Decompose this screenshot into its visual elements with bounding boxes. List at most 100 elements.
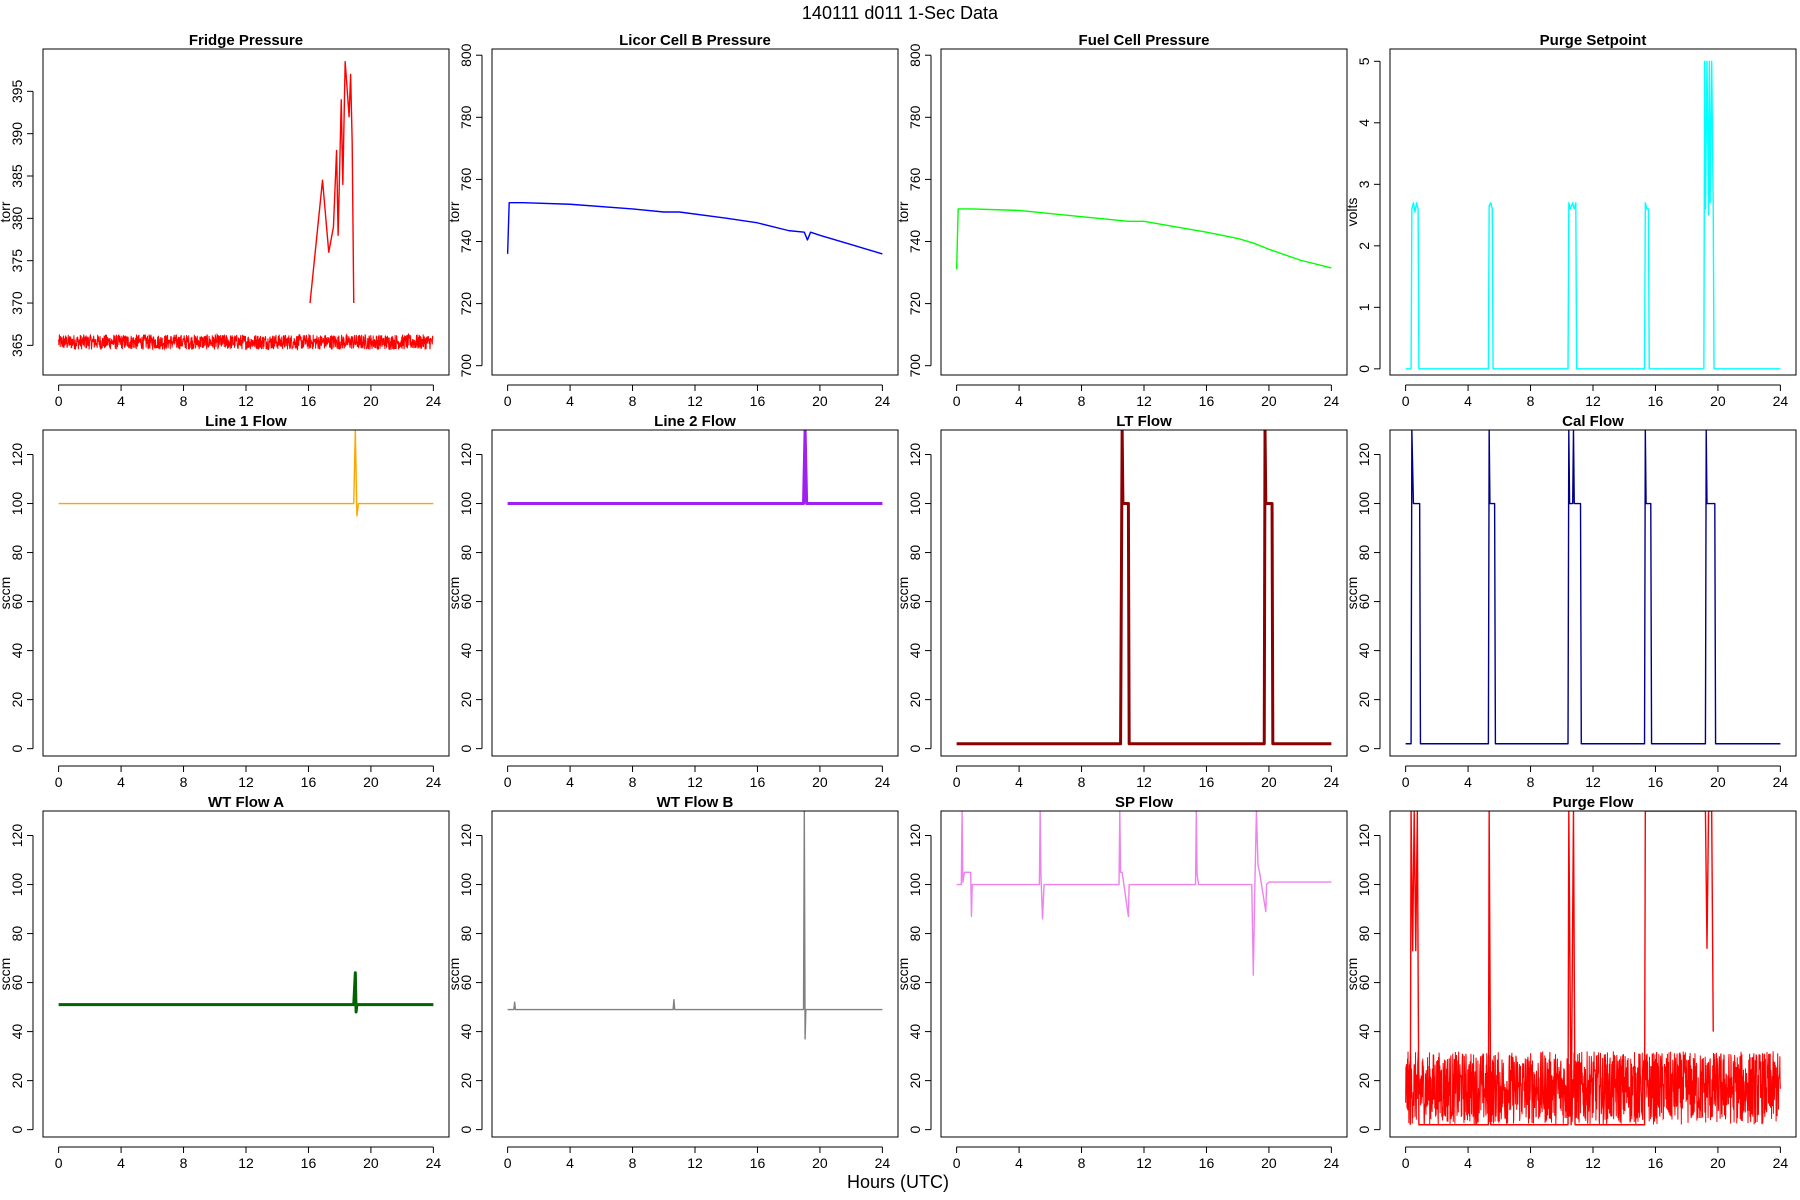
series-licor-cell-b-pressure-licor-cell-b-pressure — [506, 201, 883, 255]
x-tick-label: 4 — [1015, 393, 1023, 409]
y-tick-label: 80 — [1356, 545, 1372, 561]
y-tick-label: 385 — [9, 164, 25, 188]
panel-title-wt-flow-a: WT Flow A — [208, 794, 284, 811]
x-tick-label: 16 — [1199, 774, 1215, 790]
y-tick-label: 370 — [9, 291, 25, 315]
y-label-lt-flow: sccm — [895, 577, 911, 610]
y-tick-label: 60 — [907, 975, 923, 991]
y-tick-label: 80 — [907, 926, 923, 942]
plot-frame-purge-flow — [1389, 810, 1797, 1138]
y-tick-label: 365 — [9, 333, 25, 357]
y-tick-label: 0 — [9, 1126, 25, 1134]
x-tick-label: 0 — [953, 1155, 961, 1171]
y-tick-label: 60 — [458, 975, 474, 991]
x-tick-label: 20 — [812, 393, 828, 409]
x-tick-label: 8 — [1527, 774, 1535, 790]
x-tick-label: 24 — [1773, 1155, 1789, 1171]
y-tick-label: 120 — [907, 824, 923, 848]
y-tick-label: 40 — [1356, 1024, 1372, 1040]
x-tick-label: 8 — [629, 1155, 637, 1171]
x-tick-label: 0 — [504, 1155, 512, 1171]
y-tick-label: 0 — [1356, 745, 1372, 753]
y-tick-label: 80 — [9, 926, 25, 942]
series-fridge-pressure-spikes — [309, 61, 355, 304]
x-tick-label: 24 — [875, 393, 891, 409]
x-tick-label: 20 — [1261, 774, 1277, 790]
y-tick-label: 0 — [907, 1126, 923, 1134]
x-tick-label: 0 — [953, 774, 961, 790]
y-label-cal-flow: sccm — [1344, 577, 1360, 610]
plot-frame-wt-flow-a — [42, 810, 450, 1138]
plot-frame-fuel-cell-pressure — [940, 48, 1348, 376]
x-tick-label: 4 — [1464, 774, 1472, 790]
y-tick-label: 0 — [458, 1126, 474, 1134]
x-tick-label: 20 — [1710, 1155, 1726, 1171]
y-tick-label: 100 — [1356, 492, 1372, 516]
x-tick-label: 16 — [1199, 1155, 1215, 1171]
x-tick-label: 0 — [1402, 1155, 1410, 1171]
x-tick-label: 0 — [55, 1155, 63, 1171]
x-tick-label: 8 — [629, 774, 637, 790]
x-tick-label: 12 — [1136, 774, 1152, 790]
x-tick-label: 0 — [1402, 774, 1410, 790]
y-tick-label: 5 — [1356, 57, 1372, 65]
y-tick-label: 780 — [907, 105, 923, 129]
panel-fridge-pressure: Fridge Pressure 0 4 8 12 16 20 24 365 370 375 380 38… — [0, 32, 450, 409]
figure-title: 140111 d011 1-Sec Data — [802, 3, 999, 23]
panel-title-purge-flow: Purge Flow — [1553, 794, 1634, 811]
x-tick-label: 24 — [426, 774, 442, 790]
x-tick-label: 24 — [1324, 393, 1340, 409]
x-tick-label: 4 — [566, 1155, 574, 1171]
x-tick-label: 4 — [117, 1155, 125, 1171]
y-tick-label: 60 — [9, 975, 25, 991]
x-tick-label: 20 — [363, 774, 379, 790]
y-tick-label: 60 — [907, 594, 923, 610]
x-tick-label: 0 — [504, 774, 512, 790]
plot-frame-sp-flow — [940, 810, 1348, 1138]
y-tick-label: 20 — [9, 1073, 25, 1089]
x-tick-label: 20 — [363, 1155, 379, 1171]
panel-line-2-flow: Line 2 Flow 0 4 8 12 16 20 24 0 20 40 60 80 100 120 scc… — [446, 413, 899, 790]
y-tick-label: 800 — [458, 43, 474, 67]
y-tick-label: 20 — [9, 692, 25, 708]
y-tick-label: 0 — [458, 745, 474, 753]
y-tick-label: 40 — [907, 643, 923, 659]
x-tick-label: 12 — [1585, 774, 1601, 790]
y-tick-label: 120 — [9, 443, 25, 467]
y-tick-label: 100 — [458, 873, 474, 897]
x-tick-label: 16 — [1648, 774, 1664, 790]
x-tick-label: 4 — [1015, 774, 1023, 790]
y-tick-label: 740 — [458, 230, 474, 254]
y-tick-label: 4 — [1356, 119, 1372, 127]
y-tick-label: 60 — [9, 594, 25, 610]
plot-frame-lt-flow — [940, 429, 1348, 757]
x-tick-label: 20 — [812, 774, 828, 790]
panel-title-purge-setpoint: Purge Setpoint — [1540, 32, 1647, 49]
x-tick-label: 8 — [1527, 1155, 1535, 1171]
y-tick-label: 80 — [9, 545, 25, 561]
x-tick-label: 4 — [566, 774, 574, 790]
series-purge-setpoint-purge-setpoint — [1405, 60, 1781, 370]
series-noise-fridge-pressure — [58, 332, 434, 352]
y-tick-label: 700 — [458, 354, 474, 378]
y-tick-label: 3 — [1356, 180, 1372, 188]
x-tick-label: 8 — [180, 1155, 188, 1171]
x-tick-label: 16 — [750, 1155, 766, 1171]
y-label-purge-setpoint: volts — [1344, 198, 1360, 227]
y-tick-label: 40 — [1356, 643, 1372, 659]
panel-title-sp-flow: SP Flow — [1115, 794, 1173, 811]
series-cal-flow-cal-flow — [1405, 430, 1781, 745]
x-tick-label: 4 — [117, 774, 125, 790]
y-tick-label: 20 — [458, 1073, 474, 1089]
y-tick-label: 100 — [9, 492, 25, 516]
y-tick-label: 100 — [907, 492, 923, 516]
panel-cal-flow: Cal Flow 0 4 8 12 16 20 24 0 20 40 60 80 100 120 sccm — [1344, 413, 1797, 790]
x-tick-label: 16 — [301, 393, 317, 409]
panel-title-line-2-flow: Line 2 Flow — [654, 413, 736, 430]
y-tick-label: 20 — [1356, 1073, 1372, 1089]
y-tick-label: 100 — [9, 873, 25, 897]
y-tick-label: 0 — [9, 745, 25, 753]
